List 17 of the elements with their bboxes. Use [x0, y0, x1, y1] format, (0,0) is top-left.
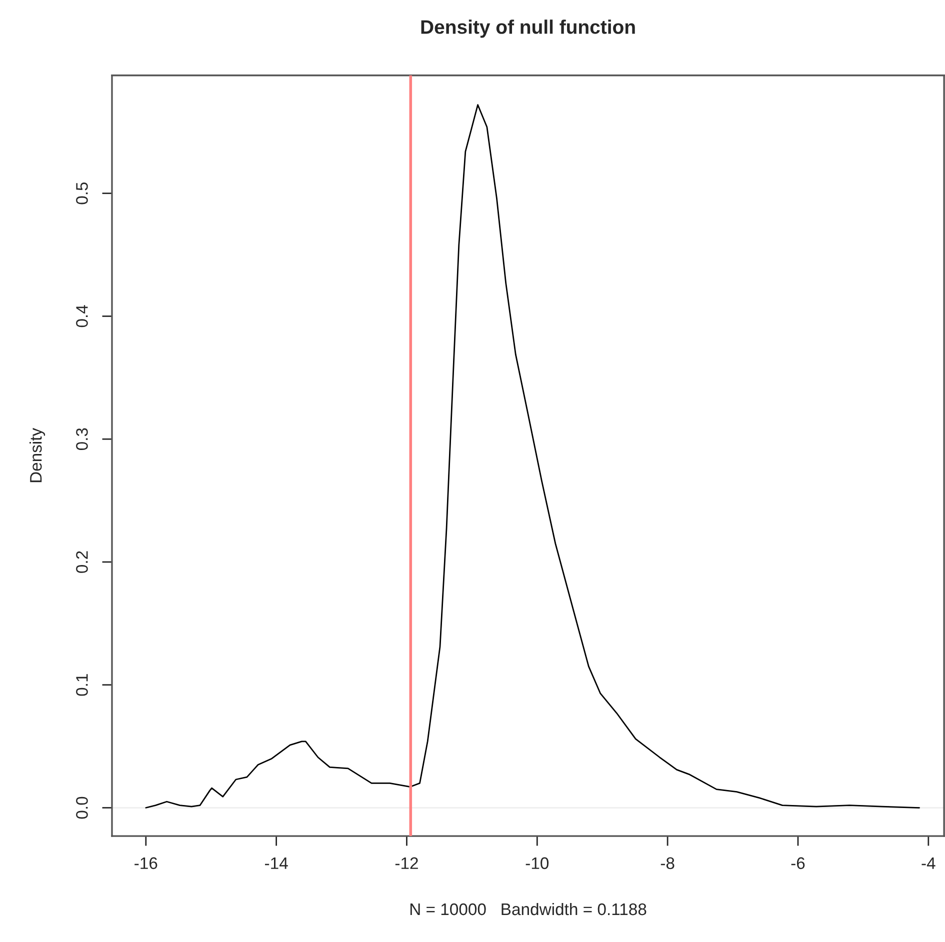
- x-tick-label: -8: [660, 857, 674, 870]
- y-tick-label: 0.1: [76, 674, 88, 696]
- x-tick-label: -14: [265, 857, 288, 869]
- line-series: [145, 104, 920, 808]
- y-tick-label: 0.0: [76, 796, 88, 819]
- x-axis-title: N = 10000 Bandwidth = 0.1188: [410, 902, 646, 916]
- x-tick-label: -4: [922, 857, 936, 869]
- chart-title: Density of null function: [421, 20, 635, 38]
- x-tick-label: -16: [134, 857, 158, 870]
- y-tick-label: 0.2: [76, 551, 88, 573]
- y-axis-title: Density: [30, 428, 46, 482]
- x-tick-label: -10: [526, 857, 549, 870]
- y-tick-label: 0.3: [76, 428, 88, 450]
- y-tick-label: 0.4: [76, 305, 88, 328]
- x-tick-label: -6: [791, 857, 805, 870]
- y-tick-label: 0.5: [76, 182, 88, 204]
- x-tick-label: -12: [395, 857, 418, 869]
